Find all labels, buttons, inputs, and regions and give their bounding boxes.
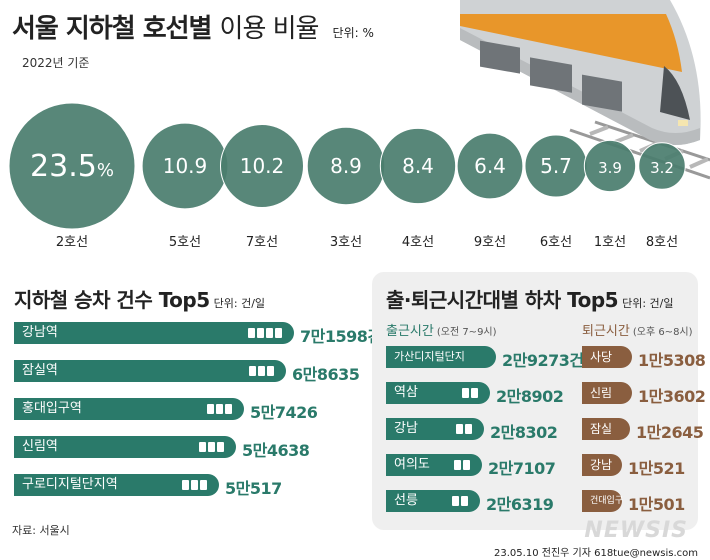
evening-2-station: 신림 (590, 386, 613, 400)
morning-1-bar: 가산디지털단지 (386, 346, 496, 368)
morning-5-station: 선릉 (394, 493, 418, 508)
morning-2-bar: 역삼 (386, 382, 490, 404)
evening-1-bar: 사당 (582, 346, 632, 368)
boarding-5-station: 구로디지털단지역 (22, 477, 118, 492)
train-window-icon (452, 496, 468, 506)
evening-1-value: 1만5308 (638, 351, 706, 370)
title-unit: 단위: % (332, 26, 374, 40)
evening-3-station: 잠실 (590, 422, 613, 436)
bubble-label-9호선: 9호선 (474, 235, 506, 250)
train-illustration (460, 0, 710, 180)
boarding-3-station: 홍대입구역 (22, 401, 82, 416)
evening-header: 퇴근시간 (오후 6~8시) (582, 324, 693, 339)
boarding-1-value: 7만1598건 (300, 327, 382, 346)
watermark-logo: NEWSIS (584, 518, 688, 543)
source-note: 자료: 서울시 (12, 524, 70, 537)
train-window-icon (199, 442, 224, 452)
boarding-2-station: 잠실역 (22, 363, 58, 378)
bubble-label-2호선: 2호선 (56, 235, 88, 250)
boarding-4-bar: 신림역 (14, 436, 236, 458)
bubble-label-1호선: 1호선 (594, 235, 626, 250)
bubble-label-3호선: 3호선 (330, 235, 362, 250)
boarding-5-value: 5만517 (225, 479, 282, 498)
evening-1-station: 사당 (590, 350, 613, 364)
bubble-label-8호선: 8호선 (646, 235, 678, 250)
morning-5-value: 2만6319 (486, 495, 554, 514)
evening-4-bar: 강남 (582, 454, 622, 476)
boarding-3-value: 5만7426 (250, 403, 318, 422)
evening-3-bar: 잠실 (582, 418, 630, 440)
bubble-value-5호선: 10.9 (163, 154, 208, 178)
morning-4-bar: 여의도 (386, 454, 482, 476)
bubble-4호선 (379, 127, 457, 205)
morning-2-station: 역삼 (394, 385, 418, 400)
boarding-2-bar: 잠실역 (14, 360, 286, 382)
bubble-2호선 (8, 102, 136, 230)
morning-1-value: 2만9273건 (502, 351, 584, 370)
boarding-title: 지하철 승차 건수 Top5 단위: 건/일 (14, 288, 266, 312)
evening-4-value: 1만521 (628, 459, 685, 478)
train-windows (480, 40, 690, 120)
morning-3-station: 강남 (394, 421, 418, 436)
morning-1-station: 가산디지털단지 (394, 350, 465, 363)
morning-5-bar: 선릉 (386, 490, 480, 512)
evening-4-station: 강남 (590, 458, 613, 472)
title-bold: 서울 지하철 호선별 (12, 14, 212, 44)
morning-2-value: 2만8902 (496, 387, 564, 406)
bubble-label-6호선: 6호선 (540, 235, 572, 250)
bubble-value-8호선: 3.2 (650, 159, 674, 177)
bubble-value-6호선: 5.7 (540, 154, 572, 178)
bubble-label-5호선: 5호선 (169, 235, 201, 250)
evening-2-value: 1만3602 (638, 387, 706, 406)
evening-3-value: 1만2645 (636, 423, 704, 442)
boarding-5-bar: 구로디지털단지역 (14, 474, 219, 496)
line-share-bubble-chart: 23.5%2호선10.95호선10.27호선8.93호선8.44호선6.49호선… (8, 102, 686, 250)
bubble-9호선 (456, 132, 524, 200)
boarding-4-value: 5만4638 (242, 441, 310, 460)
evening-2-bar: 신림 (582, 382, 632, 404)
evening-5-bar: 건대입구 (582, 490, 624, 512)
boarding-1-bar: 강남역 (14, 322, 294, 344)
morning-header: 출근시간 (오전 7~9시) (386, 324, 497, 339)
train-window-icon (456, 424, 472, 434)
train-stripe (460, 14, 682, 72)
subtitle: 2022년 기준 (22, 56, 90, 70)
train-window-icon (249, 366, 274, 376)
bubble-value-4호선: 8.4 (402, 154, 434, 178)
bubble-value-1호선: 3.9 (598, 159, 622, 177)
bubble-percent-suffix: % (97, 160, 114, 181)
morning-4-station: 여의도 (394, 457, 430, 472)
train-window-icon (462, 388, 478, 398)
boarding-2-value: 6만8635 (292, 365, 360, 384)
morning-3-value: 2만8302 (490, 423, 558, 442)
bubble-8호선 (638, 142, 686, 190)
evening-5-value: 1만501 (628, 495, 685, 514)
train-window-icon (207, 404, 232, 414)
boarding-3-bar: 홍대입구역 (14, 398, 244, 420)
boarding-1-station: 강남역 (22, 325, 58, 340)
title-light: 이용 비율 (219, 14, 320, 44)
bubble-value-9호선: 6.4 (474, 154, 506, 178)
train-window-icon (248, 328, 282, 338)
train-window-icon (454, 460, 470, 470)
bubble-1호선 (583, 139, 637, 193)
morning-4-value: 2만7107 (488, 459, 556, 478)
train-window-icon (182, 480, 207, 490)
morning-3-bar: 강남 (386, 418, 484, 440)
bubble-7호선 (219, 123, 305, 209)
bubble-value-7호선: 10.2 (240, 154, 285, 178)
bubble-label-7호선: 7호선 (246, 235, 278, 250)
commute-title: 출·퇴근시간대별 하차 Top5 단위: 건/일 (386, 288, 674, 312)
bubble-value-3호선: 8.9 (330, 154, 362, 178)
evening-5-station: 건대입구 (590, 496, 624, 506)
main-title: 서울 지하철 호선별 이용 비율 단위: % (12, 8, 374, 45)
boarding-4-station: 신림역 (22, 439, 58, 454)
bubble-label-4호선: 4호선 (402, 235, 434, 250)
credit-line: 23.05.10 전진우 기자 618tue@newsis.com (494, 548, 698, 559)
